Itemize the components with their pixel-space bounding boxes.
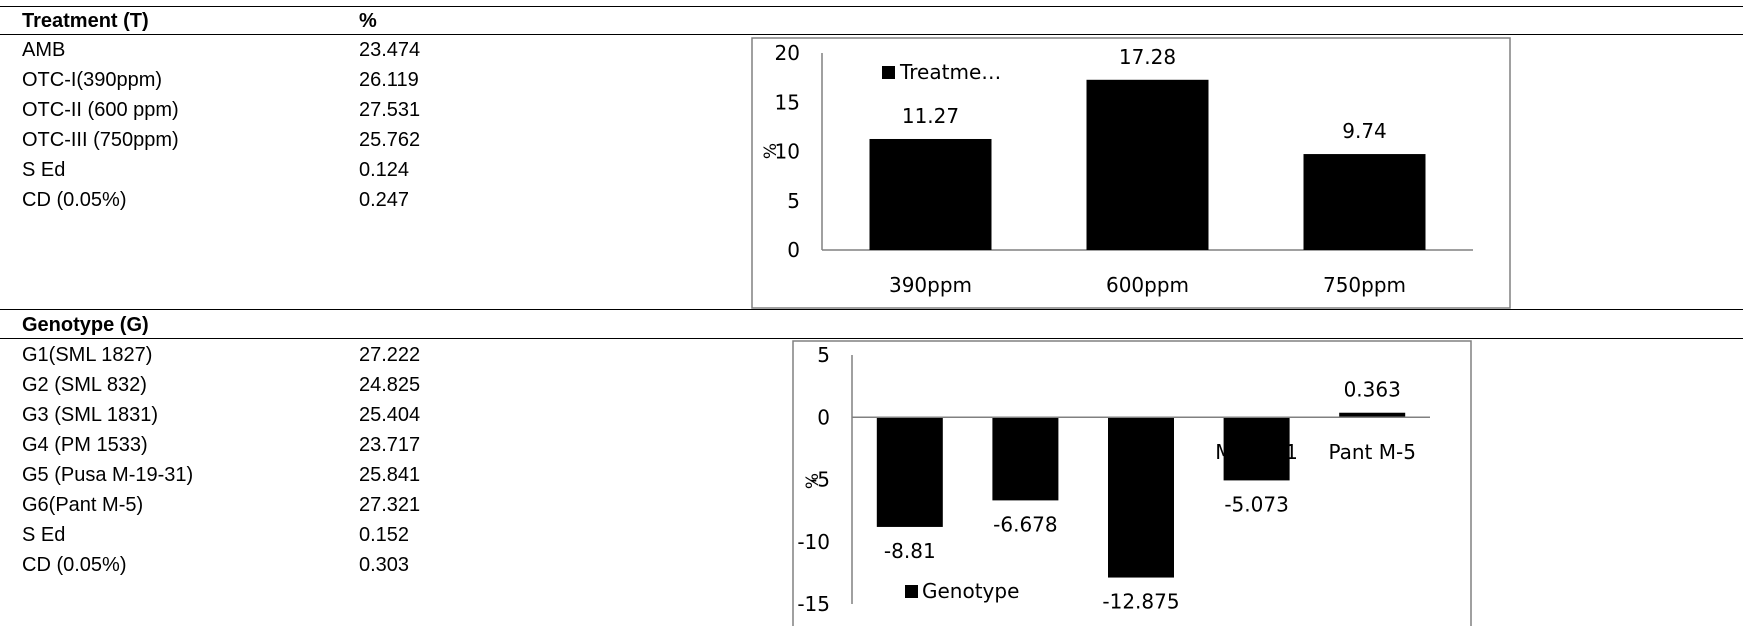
row-label: G4 (PM 1533)	[22, 434, 148, 456]
y-tick-label: 5	[787, 189, 800, 213]
y-tick-label: 0	[817, 405, 830, 429]
treatment-header-label: Treatment (T)	[22, 10, 149, 32]
data-label: -8.81	[884, 539, 936, 563]
x-tick-label: Pant M-5	[1328, 440, 1416, 464]
treatment-header-rule	[0, 34, 1743, 35]
x-tick-label: 750ppm	[1323, 273, 1406, 297]
row-label: CD (0.05%)	[22, 189, 127, 211]
row-value: 26.119	[359, 69, 419, 91]
row-value: 23.717	[359, 434, 421, 456]
row-value: 25.404	[359, 404, 421, 426]
treatment-header-value: %	[359, 10, 377, 32]
y-axis-label: %	[761, 143, 781, 159]
y-axis-label: %	[803, 473, 823, 489]
y-tick-label: -15	[797, 592, 830, 616]
row-label: S Ed	[22, 524, 66, 546]
bar	[992, 417, 1059, 501]
data-label: 9.74	[1342, 119, 1387, 143]
row-value: 27.222	[359, 344, 421, 366]
row-label: S Ed	[22, 159, 66, 181]
bar	[876, 417, 943, 527]
row-label: OTC-III (750ppm)	[22, 129, 179, 151]
row-label: G2 (SML 832)	[22, 374, 147, 396]
bar	[1339, 412, 1406, 418]
genotype-header-label: Genotype (G)	[22, 314, 149, 336]
row-value: 27.531	[359, 99, 421, 121]
y-tick-label: 5	[817, 343, 830, 367]
y-tick-label: -5	[810, 468, 830, 492]
x-tick-label: 390ppm	[889, 273, 972, 297]
row-label: G3 (SML 1831)	[22, 404, 158, 426]
row-label: G1(SML 1827)	[22, 344, 153, 366]
row-value: 0.124	[359, 159, 410, 181]
legend-swatch	[905, 585, 918, 598]
bar	[1086, 79, 1209, 251]
row-value: 0.152	[359, 524, 410, 546]
bar	[1223, 417, 1290, 481]
y-tick-label: 20	[775, 41, 800, 65]
row-label: G6(Pant M-5)	[22, 494, 144, 516]
section-divider-rule	[0, 309, 1743, 310]
row-value: 0.303	[359, 554, 410, 576]
chart-frame	[792, 340, 1472, 626]
row-value: 0.247	[359, 189, 410, 211]
chart-frame	[751, 37, 1511, 309]
data-label: 0.363	[1344, 378, 1401, 402]
table-top-rule	[0, 6, 1743, 7]
legend-label: Genotype	[922, 579, 1019, 603]
row-label: OTC-I(390ppm)	[22, 69, 163, 91]
legend-swatch	[882, 66, 895, 79]
row-value: 24.825	[359, 374, 421, 396]
bar	[869, 138, 992, 250]
bar	[1108, 417, 1174, 578]
legend-label: Treatme…	[899, 60, 1001, 84]
y-tick-label: 10	[775, 140, 800, 164]
data-label: 17.28	[1119, 45, 1176, 69]
data-label: -12.875	[1102, 590, 1179, 614]
row-value: 25.762	[359, 129, 421, 151]
row-value: 27.321	[359, 494, 421, 516]
row-value: 23.474	[359, 39, 421, 61]
row-value: 25.841	[359, 464, 421, 486]
genotype-header-rule	[0, 338, 1743, 339]
row-label: AMB	[22, 39, 66, 61]
row-label: OTC-II (600 ppm)	[22, 99, 179, 121]
x-tick-label: 600ppm	[1106, 273, 1189, 297]
y-tick-label: 15	[775, 90, 800, 114]
y-tick-label: 0	[787, 238, 800, 262]
data-label: 11.27	[902, 104, 959, 128]
data-label: -5.073	[1224, 492, 1288, 516]
row-label: CD (0.05%)	[22, 554, 127, 576]
row-label: G5 (Pusa M-19-31)	[22, 464, 194, 486]
data-label: -6.678	[993, 512, 1057, 536]
bar	[1303, 154, 1426, 250]
y-tick-label: -10	[797, 530, 830, 554]
